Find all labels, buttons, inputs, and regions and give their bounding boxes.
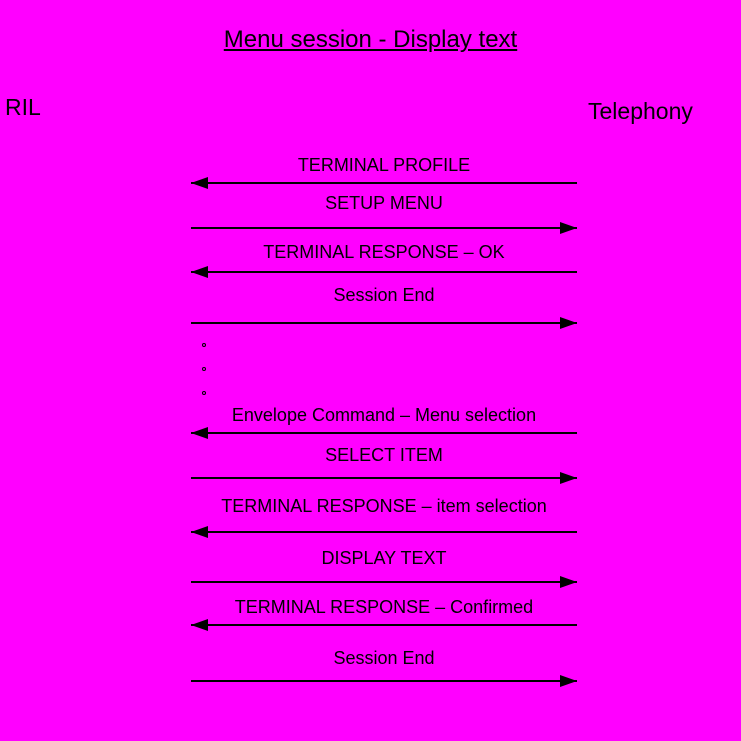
ellipsis-dot-icon (202, 391, 206, 395)
arrow-left-icon (191, 526, 577, 538)
arrow-right-icon (191, 472, 577, 484)
message-label: SELECT ITEM (325, 445, 443, 465)
diagram-title: Menu session - Display text (223, 26, 518, 53)
arrow-left-icon (191, 427, 577, 439)
arrow-right-icon (191, 576, 577, 588)
message-label: TERMINAL RESPONSE – OK (263, 242, 505, 262)
message-label: TERMINAL PROFILE (297, 155, 471, 175)
arrow-left-icon (191, 177, 577, 189)
message-label: Session End (333, 285, 435, 305)
ellipsis-dot-icon (202, 367, 206, 371)
message-label: Session End (333, 648, 435, 668)
message-label: TERMINAL RESPONSE – Confirmed (234, 597, 534, 617)
actor-telephony-label: Telephony (588, 98, 693, 124)
message-label: DISPLAY TEXT (321, 548, 447, 568)
arrow-left-icon (191, 266, 577, 278)
arrow-right-icon (191, 675, 577, 687)
actor-ril-label: RIL (5, 94, 41, 120)
message-label: TERMINAL RESPONSE – item selection (221, 496, 547, 516)
message-label: Envelope Command – Menu selection (231, 405, 537, 425)
arrow-right-icon (191, 222, 577, 234)
ellipsis-dot-icon (202, 343, 206, 347)
message-label: SETUP MENU (325, 193, 443, 213)
arrow-right-icon (191, 317, 577, 329)
arrow-left-icon (191, 619, 577, 631)
